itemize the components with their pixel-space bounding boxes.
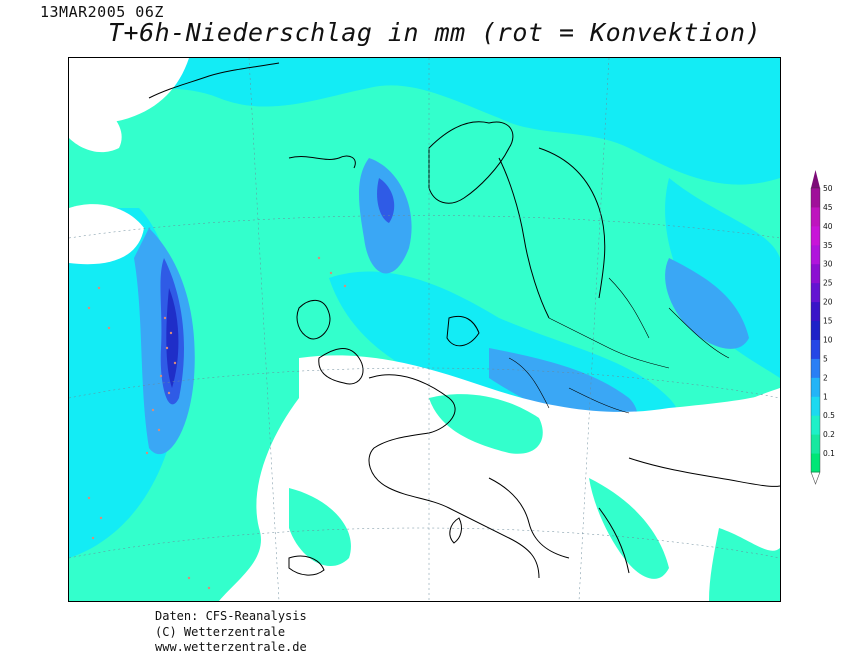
legend-swatch [811,301,820,322]
map-canvas [69,58,780,601]
run-timestamp: 13MAR2005 06Z [40,3,164,21]
legend-swatch [811,282,820,303]
legend-level-label: 30 [823,260,833,269]
legend-level-label: 20 [823,298,833,307]
precipitation-map [68,57,781,602]
legend-level-label: 45 [823,203,833,212]
legend-level-label: 40 [823,222,833,231]
legend-level-label: 2 [823,373,828,382]
legend-swatch [811,415,820,435]
data-credits: Daten: CFS-Reanalysis (C) Wetterzentrale… [155,609,307,656]
country-borders [508,277,730,414]
legend-swatch [811,320,820,340]
credit-copyright: (C) Wetterzentrale [155,624,286,639]
legend-swatch [811,434,820,454]
legend-swatch [811,263,820,284]
legend-level-label: 0.5 [823,411,835,420]
legend-level-label: 1 [823,392,828,401]
graticule [69,58,780,601]
legend-swatch [811,396,820,416]
credit-source: Daten: CFS-Reanalysis [155,609,307,623]
coastlines [148,62,780,579]
legend-level-label: 10 [823,335,833,344]
legend-swatch [811,358,820,378]
credit-website[interactable]: www.wetterzentrale.de [155,640,307,654]
legend-level-label: 0.2 [823,430,835,439]
legend-swatch [811,453,820,473]
legend-outline [810,187,821,473]
legend-swatch [811,188,820,208]
legend-level-label: 35 [823,241,833,250]
legend-swatch [811,206,820,227]
convection-markers [87,256,347,590]
legend-swatch [811,377,820,397]
legend-bottom-cap [810,471,821,485]
legend-swatch [811,244,820,265]
precip-field-land-light [289,394,780,601]
legend-level-label: 0.1 [823,449,835,458]
legend-level-label: 50 [823,184,833,193]
legend-swatch [811,339,820,359]
legend-level-label: 25 [823,279,833,288]
legend-cap [811,170,820,188]
legend-level-label: 5 [823,354,828,363]
precipitation-legend: 0.1 0.2 0.5 1 2 5 10 15 20 25 30 35 40 45 50 [810,170,850,485]
legend-level-label: 15 [823,317,833,326]
map-title: T+6h-Niederschlag in mm (rot = Konvektio… [108,18,762,47]
legend-swatch [811,225,820,246]
